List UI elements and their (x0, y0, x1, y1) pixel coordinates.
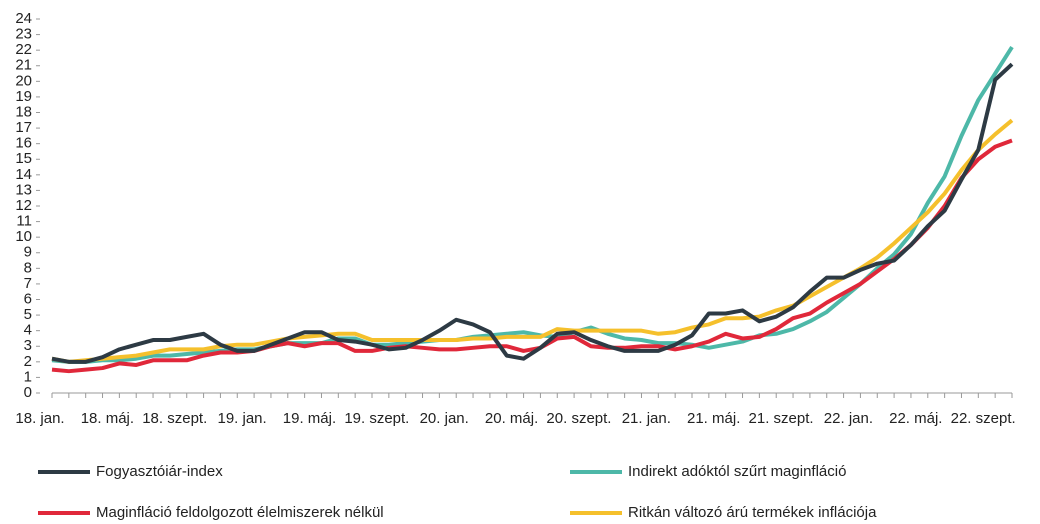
y-tick-label: 8 (24, 259, 32, 276)
y-tick-label: 17 (15, 119, 32, 136)
y-tick-label: 18 (15, 103, 32, 120)
y-tick-label: 24 (15, 10, 32, 27)
y-tick-label: 2 (24, 353, 32, 370)
x-tick-label: 18. jan. (15, 410, 64, 427)
x-tick-label: 20. máj. (485, 410, 538, 427)
series-line (51, 118, 1014, 364)
x-tick-label: 18. szept. (142, 410, 207, 427)
x-tick-label: 22. szept. (951, 410, 1016, 427)
y-tick-label: 6 (24, 290, 32, 307)
legend-label: Ritkán változó árú termékek inflációja (628, 504, 877, 521)
y-tick-label: 7 (24, 275, 32, 292)
x-tick-label: 19. jan. (217, 410, 266, 427)
y-tick-label: 12 (15, 197, 32, 214)
y-tick-label: 13 (15, 181, 32, 198)
x-tick-label: 20. jan. (420, 410, 469, 427)
series-line (51, 62, 1014, 364)
y-tick-label: 10 (15, 228, 32, 245)
y-tick-label: 20 (15, 72, 32, 89)
y-tick-label: 16 (15, 135, 32, 152)
x-tick-label: 21. máj. (687, 410, 740, 427)
legend-label: Indirekt adóktól szűrt maginfláció (628, 463, 846, 480)
x-tick-label: 22. máj. (889, 410, 942, 427)
x-tick-label: 18. máj. (81, 410, 134, 427)
x-tick-label: 21. jan. (622, 410, 671, 427)
x-tick-label: 21. szept. (749, 410, 814, 427)
y-tick-label: 19 (15, 88, 32, 105)
y-tick-label: 4 (24, 322, 32, 339)
y-tick-label: 9 (24, 244, 32, 261)
x-tick-label: 20. szept. (546, 410, 611, 427)
y-tick-label: 14 (15, 166, 32, 183)
y-tick-label: 5 (24, 306, 32, 323)
series-line (51, 45, 1014, 364)
legend-label: Maginfláció feldolgozott élelmiszerek né… (96, 504, 384, 521)
y-tick-label: 22 (15, 41, 32, 58)
legend-label: Fogyasztóiár-index (96, 463, 223, 480)
x-tick-label: 22. jan. (824, 410, 873, 427)
y-tick-label: 15 (15, 150, 32, 167)
y-tick-label: 3 (24, 337, 32, 354)
y-tick-label: 0 (24, 384, 32, 401)
y-tick-label: 23 (15, 26, 32, 43)
y-tick-label: 11 (16, 213, 32, 230)
x-tick-label: 19. szept. (344, 410, 409, 427)
y-tick-label: 21 (15, 57, 32, 74)
x-tick-label: 19. máj. (283, 410, 336, 427)
series-line (51, 138, 1013, 374)
y-tick-label: 1 (24, 368, 32, 385)
